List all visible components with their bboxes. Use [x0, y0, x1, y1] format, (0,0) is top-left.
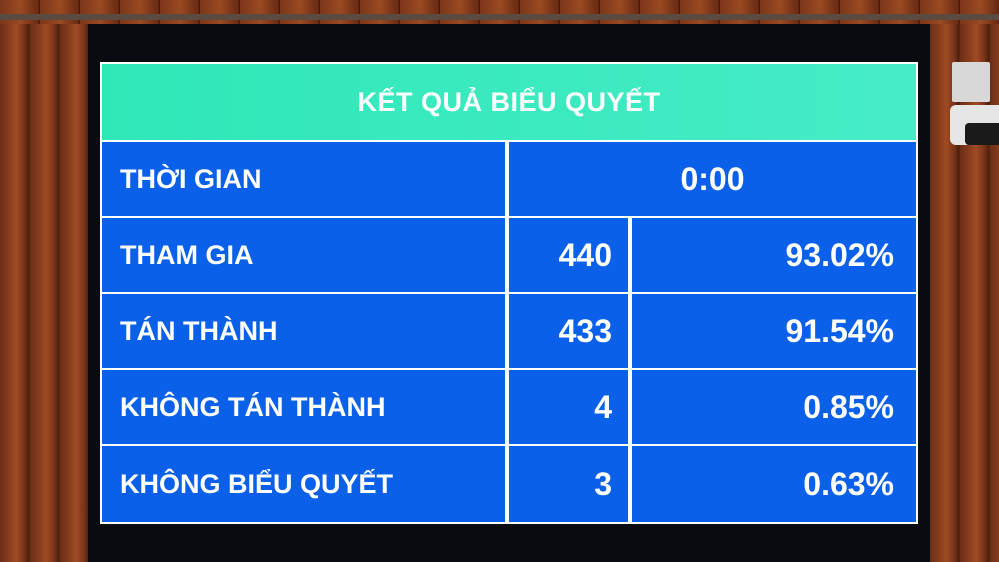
voting-results-screen: KẾT QUẢ BIỂU QUYẾT THỜI GIAN 0:00 THAM G… [100, 62, 918, 524]
row-label: THAM GIA [102, 218, 505, 292]
time-label: THỜI GIAN [102, 142, 505, 216]
row-percent: 93.02% [632, 218, 916, 292]
camera-mount-icon [952, 62, 990, 102]
row-percent: 0.85% [632, 370, 916, 444]
metal-rail [0, 14, 999, 20]
results-title: KẾT QUẢ BIỂU QUYẾT [102, 64, 916, 140]
row-count: 440 [509, 218, 628, 292]
row-percent: 91.54% [632, 294, 916, 368]
row-count: 433 [509, 294, 628, 368]
row-label: KHÔNG BIỂU QUYẾT [102, 446, 505, 522]
camera-lens-icon [965, 123, 999, 145]
row-percent: 0.63% [632, 446, 916, 522]
row-count: 3 [509, 446, 628, 522]
row-label: TÁN THÀNH [102, 294, 505, 368]
row-label: KHÔNG TÁN THÀNH [102, 370, 505, 444]
wood-ceiling [0, 0, 999, 24]
time-value: 0:00 [509, 142, 916, 216]
row-count: 4 [509, 370, 628, 444]
